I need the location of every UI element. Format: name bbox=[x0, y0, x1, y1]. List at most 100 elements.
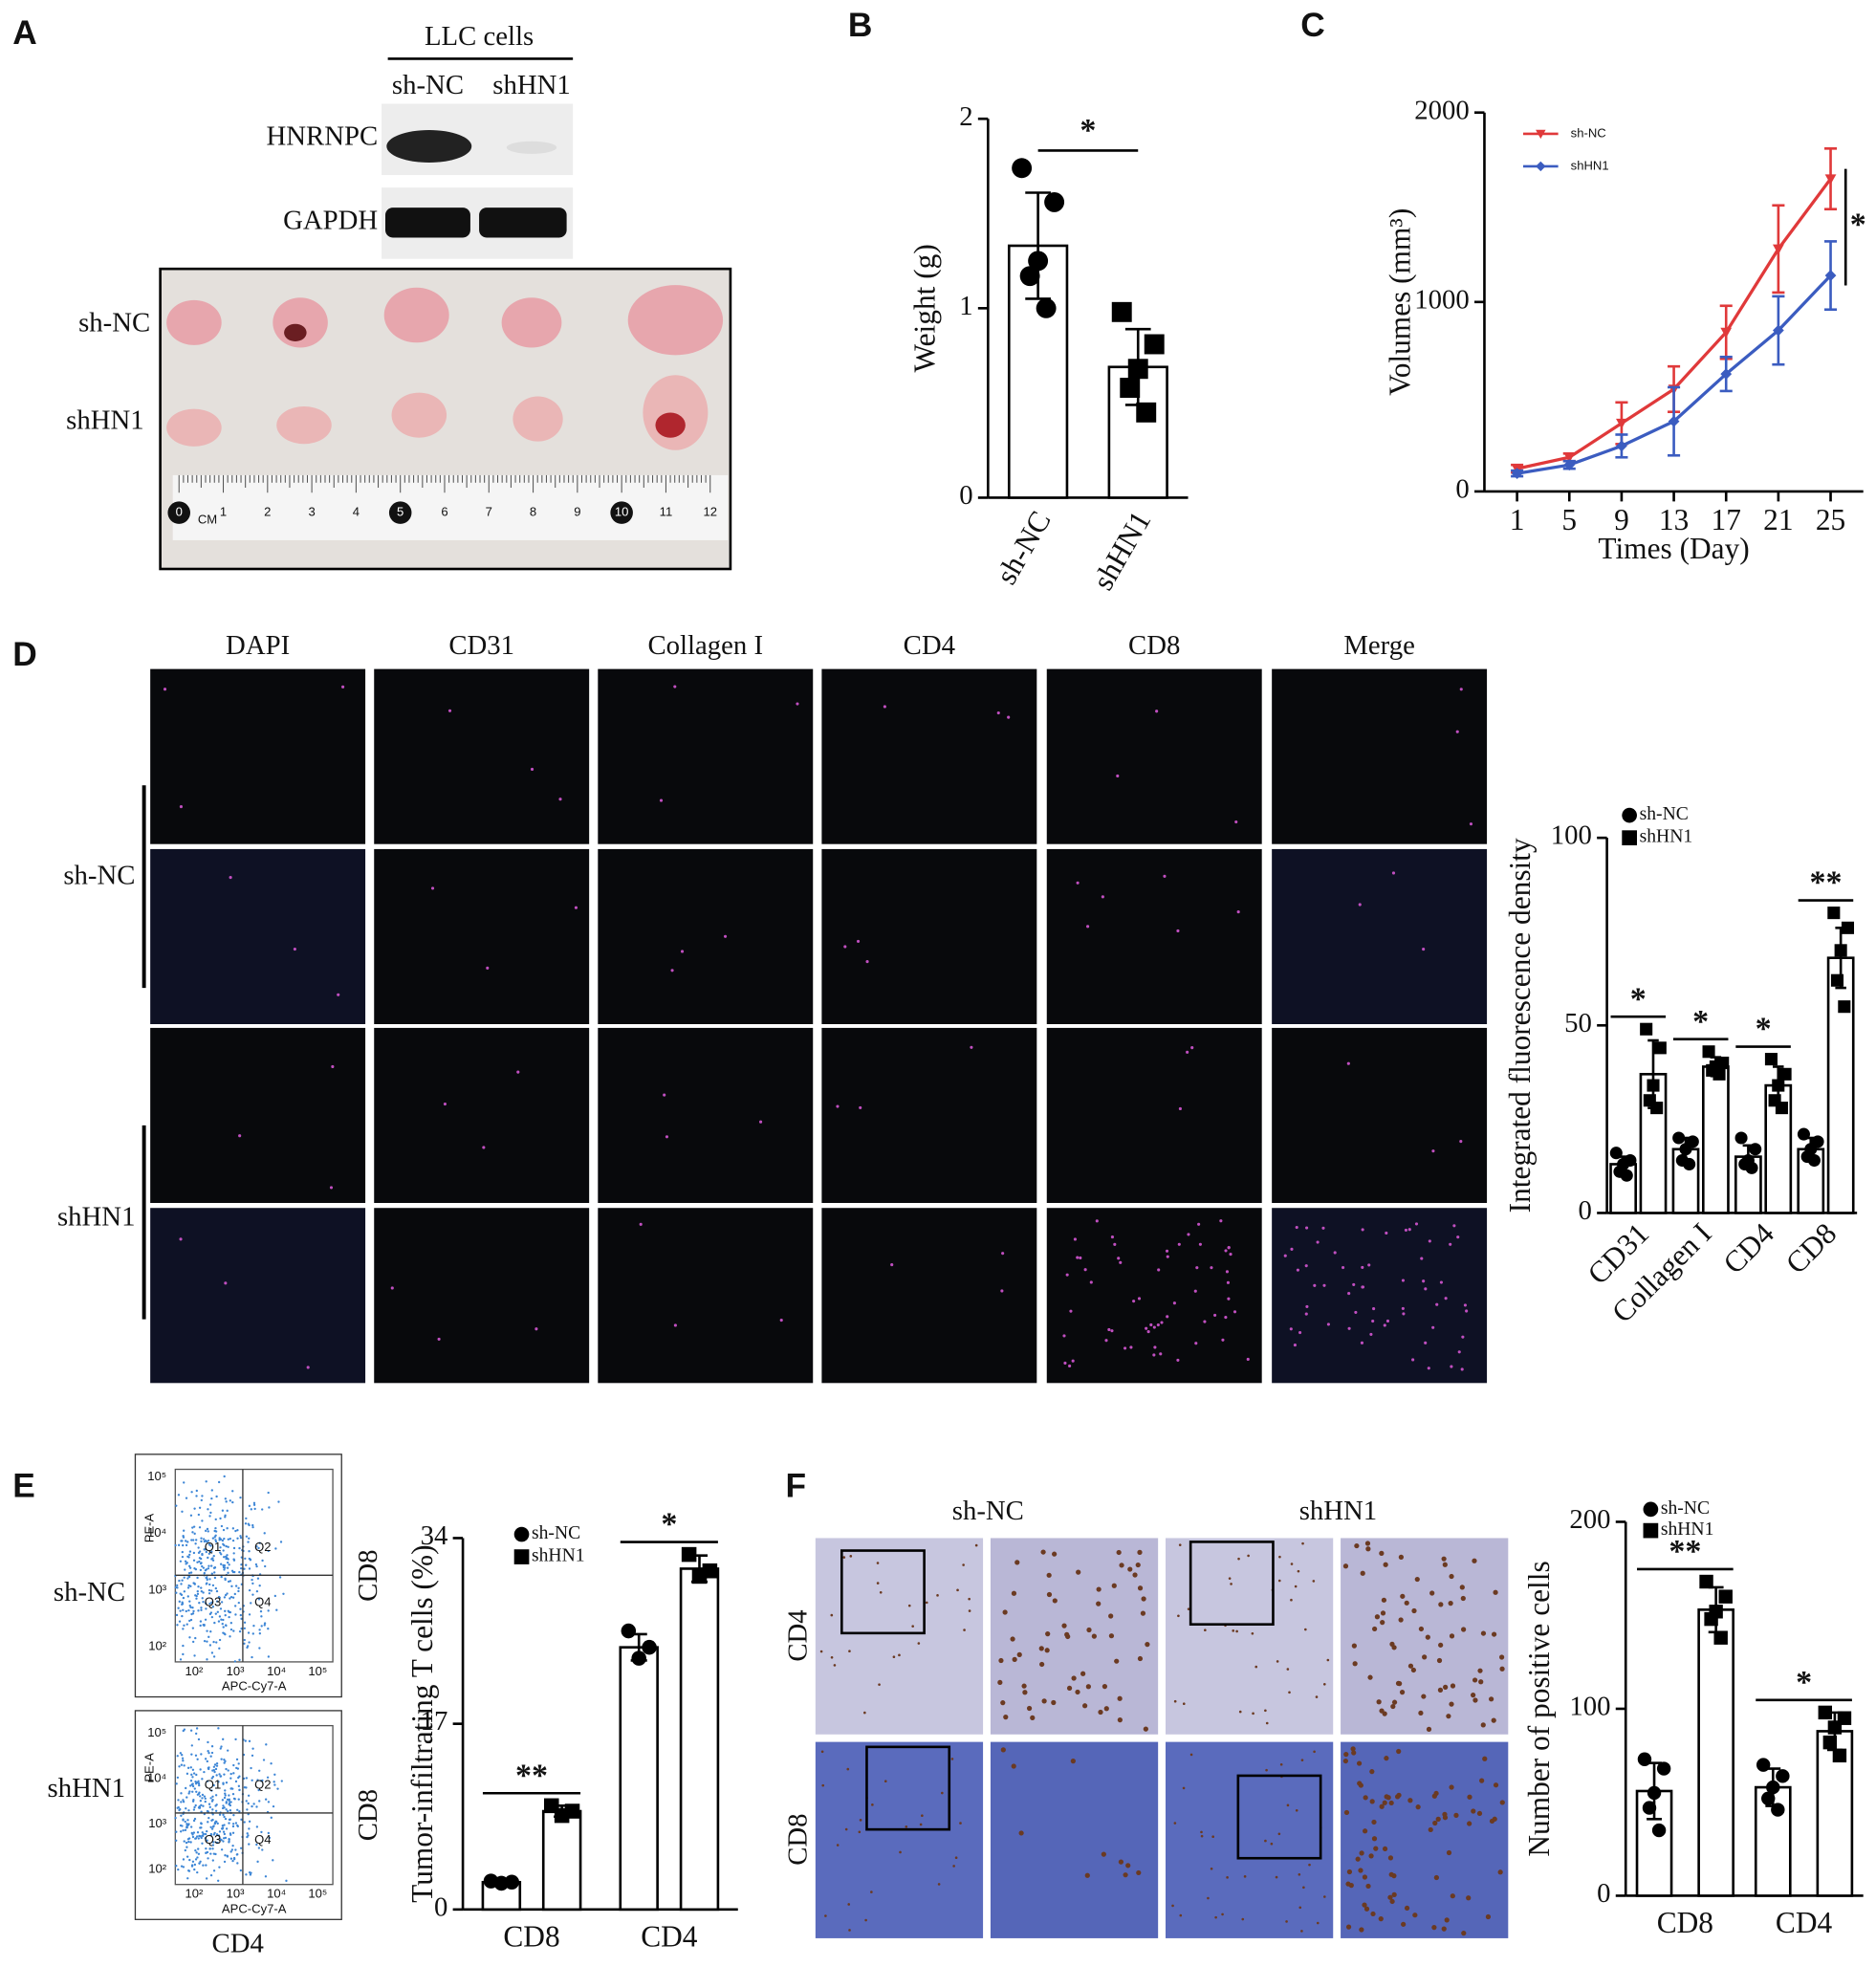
flow-dot bbox=[196, 1870, 199, 1874]
flow-dot bbox=[193, 1507, 196, 1510]
if-dot bbox=[1313, 1283, 1317, 1287]
ihc-dot bbox=[1297, 1569, 1300, 1573]
ihc-dot bbox=[1382, 1800, 1387, 1805]
ihc-dot bbox=[1472, 1558, 1477, 1563]
tumor bbox=[383, 287, 449, 343]
flow-dot bbox=[192, 1772, 196, 1775]
flow-dot bbox=[202, 1804, 205, 1807]
ihc-dot bbox=[1237, 1557, 1240, 1561]
ihc-dot bbox=[925, 1601, 928, 1605]
ihc-dot bbox=[950, 1758, 954, 1760]
flow-dot bbox=[260, 1830, 263, 1834]
flow-dot bbox=[267, 1801, 271, 1803]
if-dot bbox=[1119, 1260, 1123, 1264]
if-image bbox=[1046, 668, 1262, 844]
flow-dot bbox=[184, 1560, 187, 1563]
ihc-dot bbox=[1096, 1586, 1102, 1592]
ihc-dot bbox=[1091, 1633, 1097, 1639]
flow-dot bbox=[264, 1564, 267, 1568]
flow-dot bbox=[217, 1834, 221, 1837]
panel-label: C bbox=[1300, 7, 1325, 44]
point bbox=[1650, 1102, 1664, 1115]
legend-label: sh-NC bbox=[1571, 125, 1606, 140]
point bbox=[1771, 1803, 1785, 1817]
ihc-dot bbox=[959, 1822, 962, 1825]
if-dot bbox=[1063, 1361, 1067, 1366]
if-image bbox=[1046, 1208, 1262, 1384]
ihc-dot bbox=[1235, 1629, 1238, 1633]
if-dot bbox=[1347, 1292, 1351, 1296]
if-dot bbox=[1459, 1140, 1463, 1144]
point bbox=[1718, 1589, 1733, 1604]
flow-dot bbox=[198, 1560, 201, 1563]
flow-dot bbox=[214, 1518, 217, 1521]
flow-dot bbox=[210, 1601, 213, 1604]
ihc-dot bbox=[1108, 1633, 1115, 1639]
flow-dot bbox=[252, 1625, 255, 1628]
flow-dot bbox=[231, 1825, 235, 1828]
y-tick-label: 34 bbox=[421, 1520, 448, 1551]
flow-dot bbox=[211, 1847, 214, 1850]
ihc-dot bbox=[1459, 1585, 1465, 1590]
flow-dot bbox=[176, 1755, 179, 1758]
flow-dot bbox=[231, 1500, 234, 1504]
flow-dot bbox=[229, 1818, 231, 1821]
if-dot bbox=[1461, 1335, 1465, 1339]
ihc-dot bbox=[1230, 1583, 1232, 1585]
flow-dot bbox=[196, 1576, 199, 1580]
flow-dot bbox=[255, 1544, 258, 1548]
flow-dot bbox=[258, 1541, 261, 1544]
flow-dot bbox=[205, 1568, 208, 1571]
flow-dot bbox=[191, 1782, 194, 1785]
ihc-dot bbox=[1476, 1810, 1483, 1817]
ihc-dot bbox=[820, 1750, 824, 1754]
flow-dot bbox=[199, 1800, 203, 1803]
ihc-dot bbox=[1365, 1546, 1371, 1552]
ihc-dot bbox=[1379, 1550, 1385, 1557]
ihc-dot bbox=[1002, 1609, 1008, 1615]
flow-dot bbox=[197, 1852, 201, 1855]
flow-dot bbox=[247, 1834, 250, 1837]
significance: * bbox=[1796, 1665, 1812, 1700]
point bbox=[1761, 1791, 1776, 1806]
if-dot bbox=[1116, 774, 1120, 778]
ihc-dot bbox=[963, 1628, 966, 1631]
if-dot bbox=[1358, 903, 1362, 907]
point bbox=[1647, 1079, 1660, 1092]
flow-dot bbox=[184, 1828, 187, 1832]
flow-dot bbox=[210, 1572, 214, 1575]
ihc-dot bbox=[1030, 1715, 1036, 1721]
panel-label: D bbox=[12, 636, 37, 673]
flow-dot bbox=[180, 1763, 184, 1766]
flow-dot bbox=[255, 1589, 259, 1593]
ruler-dot bbox=[167, 501, 190, 524]
flow-dot bbox=[231, 1792, 235, 1796]
flow-dot bbox=[187, 1792, 190, 1795]
flow-dot bbox=[182, 1628, 185, 1630]
if-dot bbox=[1073, 1237, 1077, 1241]
ihc-dot bbox=[1304, 1628, 1307, 1631]
flow-dot bbox=[194, 1754, 198, 1757]
if-dot bbox=[1424, 1287, 1428, 1291]
flow-dot bbox=[200, 1826, 203, 1829]
point bbox=[691, 1568, 708, 1585]
flow-dot bbox=[181, 1757, 185, 1759]
flow-dot bbox=[223, 1796, 227, 1800]
legend-marker bbox=[513, 1526, 530, 1542]
point bbox=[1713, 1630, 1728, 1645]
quadrant-label: Q4 bbox=[254, 1832, 271, 1847]
flow-dot bbox=[273, 1773, 276, 1776]
flow-dot bbox=[177, 1805, 180, 1809]
ihc-dot bbox=[1422, 1654, 1428, 1660]
flow-dot bbox=[180, 1865, 184, 1868]
flow-dot bbox=[177, 1606, 180, 1609]
flow-dot bbox=[263, 1532, 266, 1535]
flow-dot bbox=[183, 1764, 185, 1767]
point bbox=[1620, 1169, 1633, 1182]
flow-dot bbox=[265, 1743, 268, 1746]
ihc-dot bbox=[1322, 1682, 1326, 1686]
flow-tick: 10³ bbox=[227, 1887, 246, 1901]
ihc-dot bbox=[1016, 1651, 1022, 1657]
ihc-dot bbox=[1398, 1554, 1405, 1561]
ihc-dot bbox=[1448, 1600, 1453, 1606]
